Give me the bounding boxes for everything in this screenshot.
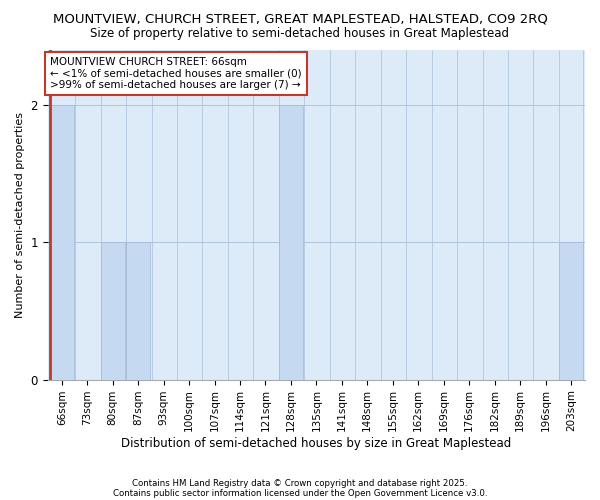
Text: Contains public sector information licensed under the Open Government Licence v3: Contains public sector information licen… <box>113 488 487 498</box>
Bar <box>50 105 74 380</box>
Bar <box>559 242 583 380</box>
Bar <box>126 242 150 380</box>
Text: MOUNTVIEW, CHURCH STREET, GREAT MAPLESTEAD, HALSTEAD, CO9 2RQ: MOUNTVIEW, CHURCH STREET, GREAT MAPLESTE… <box>53 12 547 26</box>
Bar <box>101 242 125 380</box>
Text: Contains HM Land Registry data © Crown copyright and database right 2025.: Contains HM Land Registry data © Crown c… <box>132 478 468 488</box>
Text: Size of property relative to semi-detached houses in Great Maplestead: Size of property relative to semi-detach… <box>91 28 509 40</box>
Text: MOUNTVIEW CHURCH STREET: 66sqm
← <1% of semi-detached houses are smaller (0)
>99: MOUNTVIEW CHURCH STREET: 66sqm ← <1% of … <box>50 57 302 90</box>
Bar <box>279 105 303 380</box>
Y-axis label: Number of semi-detached properties: Number of semi-detached properties <box>15 112 25 318</box>
X-axis label: Distribution of semi-detached houses by size in Great Maplestead: Distribution of semi-detached houses by … <box>121 437 512 450</box>
